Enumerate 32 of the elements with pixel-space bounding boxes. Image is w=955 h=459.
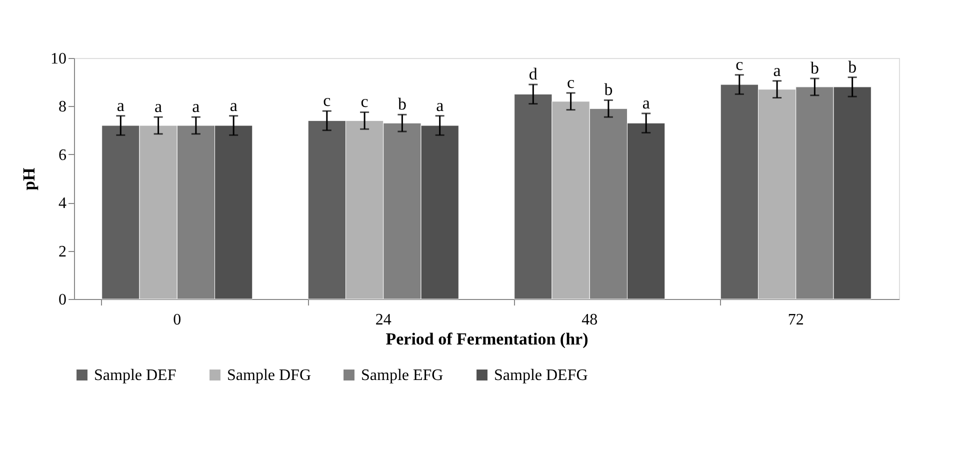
legend-label: Sample EFG xyxy=(361,367,444,384)
legend-label: Sample DEF xyxy=(94,367,176,384)
data-label: a xyxy=(116,96,125,115)
y-tick-label: 8 xyxy=(58,98,66,116)
x-tick-label: 72 xyxy=(788,312,804,328)
data-label: c xyxy=(323,91,332,110)
data-label: a xyxy=(773,60,782,80)
data-label: a xyxy=(642,93,650,112)
data-label: b xyxy=(810,58,819,78)
legend-label: Sample DEFG xyxy=(494,367,588,384)
y-tick-label: 10 xyxy=(50,50,66,68)
data-label: c xyxy=(567,72,576,92)
x-tick-label: 48 xyxy=(582,312,598,328)
data-label: c xyxy=(736,54,744,74)
data-label: a xyxy=(154,97,163,116)
data-label: d xyxy=(528,64,538,84)
data-label: b xyxy=(604,80,613,100)
data-label: a xyxy=(192,97,200,116)
y-tick-label: 0 xyxy=(58,292,66,308)
data-label: a xyxy=(436,96,444,115)
legend-label: Sample DFG xyxy=(227,367,312,384)
x-axis-title: Period of Fermentation (hr) xyxy=(386,330,588,348)
y-axis-title: pH xyxy=(20,168,38,190)
data-label: b xyxy=(398,94,406,114)
y-tick-label: 6 xyxy=(58,146,66,164)
y-tick-label: 4 xyxy=(58,195,66,212)
x-tick-label: 24 xyxy=(375,312,392,328)
data-label: b xyxy=(848,57,857,76)
data-label: c xyxy=(360,92,369,112)
y-tick-label: 2 xyxy=(58,243,66,260)
data-label: a xyxy=(230,96,238,115)
x-tick-label: 0 xyxy=(173,312,182,328)
